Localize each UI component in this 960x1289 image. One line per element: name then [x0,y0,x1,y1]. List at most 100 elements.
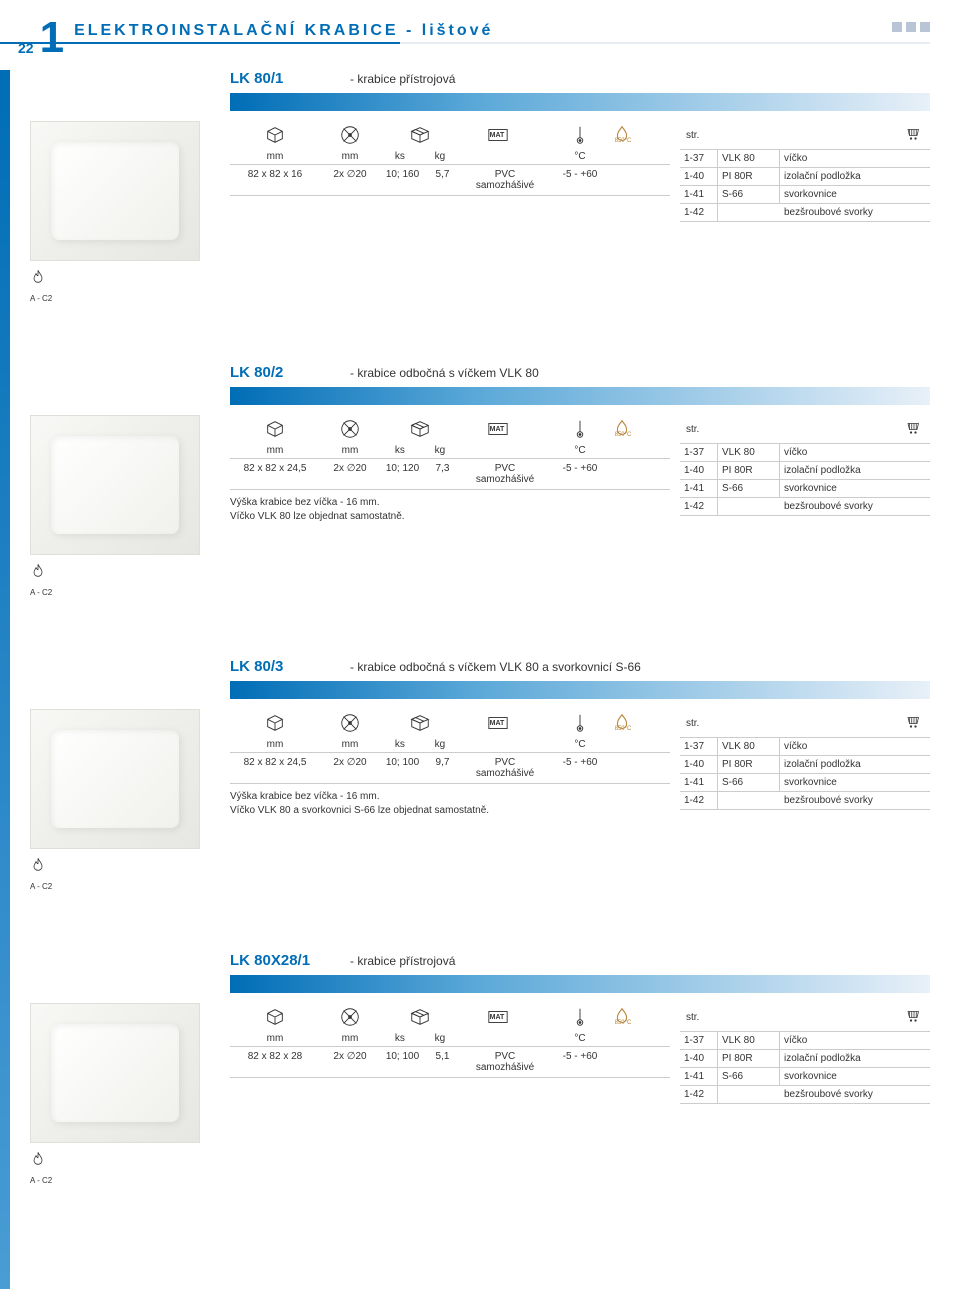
product-note: Výška krabice bez víčka - 16 mm. [230,496,670,510]
cart-icon [904,125,924,146]
fire-class-label: A - C2 [30,855,930,892]
unit-label: °C [550,149,610,164]
knockout-icon [320,415,380,443]
glow-wire-icon: 850°C [610,709,650,737]
dimensions-icon [230,1003,320,1031]
accessory-row: 1-42 bezšroubové svorky [680,792,930,810]
accessory-row: 1-42 bezšroubové svorky [680,204,930,222]
unit-label: mm [320,1031,380,1046]
knockout-icon [320,121,380,149]
accessory-row: 1-42 bezšroubové svorky [680,1086,930,1104]
accessory-row: 1-40 PI 80R izolační podložka [680,1050,930,1068]
unit-label: mm [230,443,320,458]
flame-icon [30,561,930,586]
unit-label: mm [230,149,320,164]
cart-icon [904,713,924,734]
flame-icon [30,855,930,880]
product-block: LK 80/1 - krabice přístrojová MAT 850°C [30,70,930,304]
title-bar [230,93,930,111]
title-bar [230,681,930,699]
fire-class-label: A - C2 [30,267,930,304]
package-icon [380,1003,460,1031]
unit-label: °C [550,737,610,752]
product-photo [30,121,200,261]
unit-label: kskg [380,149,460,164]
cart-icon [904,1007,924,1028]
unit-label: kskg [380,737,460,752]
spec-table: MAT 850°C mm mm kskg °C 82 x 82 x 28 [230,1003,670,1084]
flame-icon [30,1149,930,1174]
unit-label: kskg [380,1031,460,1046]
str-label: str. [686,718,699,729]
package-icon [380,415,460,443]
thermometer-icon [550,121,610,149]
product-note: Výška krabice bez víčka - 16 mm. [230,790,670,804]
flame-icon [30,267,930,292]
knockout-icon [320,709,380,737]
title-bar [230,387,930,405]
product-block: LK 80/2 - krabice odbočná s víčkem VLK 8… [30,364,930,598]
product-description: - krabice přístrojová [350,72,455,86]
spec-row: 82 x 82 x 24,5 2x ∅20 10; 100 9,7 PVCsam… [230,752,670,784]
str-label: str. [686,424,699,435]
unit-label: °C [550,443,610,458]
glow-wire-icon: 850°C [610,121,650,149]
spec-table: MAT 850°C mm mm kskg °C 82 x 82 x 24,5 [230,709,670,818]
unit-label: mm [230,737,320,752]
title-bar [230,975,930,993]
product-photo [30,1003,200,1143]
accessory-row: 1-41 S-66 svorkovnice [680,774,930,792]
str-label: str. [686,130,699,141]
product-block: LK 80/3 - krabice odbočná s víčkem VLK 8… [30,658,930,892]
spec-row: 82 x 82 x 28 2x ∅20 10; 100 5,1 PVCsamoz… [230,1046,670,1078]
accessory-row: 1-37 VLK 80 víčko [680,150,930,168]
unit-label: mm [230,1031,320,1046]
spec-row: 82 x 82 x 16 2x ∅20 10; 160 5,7 PVCsamoz… [230,164,670,196]
package-icon [380,709,460,737]
fire-class-label: A - C2 [30,1149,930,1186]
material-icon: MAT [460,1003,550,1031]
dimensions-icon [230,415,320,443]
spec-table: MAT 850°C mm mm kskg °C 82 x 82 x 16 [230,121,670,202]
dimensions-icon [230,709,320,737]
product-photo [30,709,200,849]
knockout-icon [320,1003,380,1031]
product-code: LK 80/3 [230,658,350,675]
unit-label: mm [320,149,380,164]
package-icon [380,121,460,149]
accessory-row: 1-37 VLK 80 víčko [680,738,930,756]
accessory-row: 1-42 bezšroubové svorky [680,498,930,516]
product-photo [30,415,200,555]
fire-class-label: A - C2 [30,561,930,598]
product-code: LK 80/2 [230,364,350,381]
accessory-row: 1-41 S-66 svorkovnice [680,186,930,204]
spec-row: 82 x 82 x 24,5 2x ∅20 10; 120 7,3 PVCsam… [230,458,670,490]
unit-label: mm [320,737,380,752]
material-icon: MAT [460,415,550,443]
product-description: - krabice odbočná s víčkem VLK 80 [350,366,539,380]
accessory-row: 1-41 S-66 svorkovnice [680,480,930,498]
accessory-table: str. 1-37 VLK 80 víčko 1-40 PI 80R izola… [680,1003,930,1104]
product-description: - krabice přístrojová [350,954,455,968]
thermometer-icon [550,415,610,443]
accessory-table: str. 1-37 VLK 80 víčko 1-40 PI 80R izola… [680,415,930,516]
accessory-row: 1-37 VLK 80 víčko [680,444,930,462]
product-code: LK 80/1 [230,70,350,87]
unit-label: mm [320,443,380,458]
unit-label: °C [550,1031,610,1046]
accessory-row: 1-40 PI 80R izolační podložka [680,462,930,480]
product-block: LK 80X28/1 - krabice přístrojová MAT 850… [30,952,930,1186]
accessory-row: 1-41 S-66 svorkovnice [680,1068,930,1086]
material-icon: MAT [460,709,550,737]
product-note: Víčko VLK 80 a svorkovnici S-66 lze obje… [230,804,670,818]
product-code: LK 80X28/1 [230,952,350,969]
accessory-row: 1-40 PI 80R izolační podložka [680,168,930,186]
cart-icon [904,419,924,440]
glow-wire-icon: 850°C [610,1003,650,1031]
unit-label: kskg [380,443,460,458]
accessory-table: str. 1-37 VLK 80 víčko 1-40 PI 80R izola… [680,121,930,222]
accessory-table: str. 1-37 VLK 80 víčko 1-40 PI 80R izola… [680,709,930,810]
accessory-row: 1-37 VLK 80 víčko [680,1032,930,1050]
thermometer-icon [550,1003,610,1031]
str-label: str. [686,1012,699,1023]
